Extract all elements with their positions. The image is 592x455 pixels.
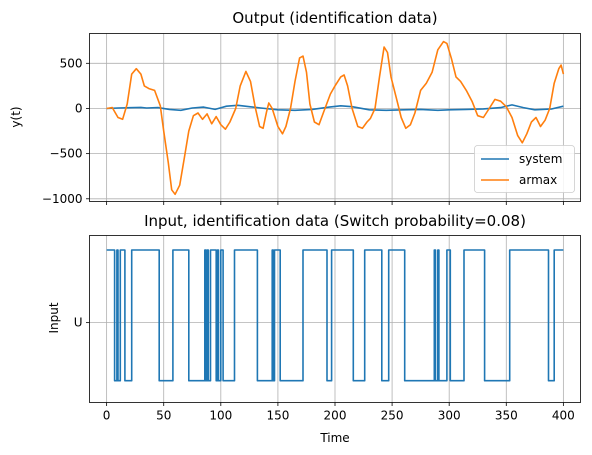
x-tick-label: 200	[324, 409, 347, 423]
output-legend: system armax	[474, 145, 575, 193]
x-tick-label: 100	[209, 409, 232, 423]
y-tick-label: −500	[50, 147, 83, 161]
y-tick-label: 0	[75, 101, 83, 115]
input-series	[106, 249, 564, 382]
x-tick-label: 300	[438, 409, 461, 423]
x-tick-label: 50	[156, 409, 171, 423]
input-ylabel: Input	[47, 302, 61, 333]
y-tick-label: 500	[60, 56, 83, 70]
output-ylabel: y(t)	[9, 106, 23, 127]
y-tick-label: U	[74, 316, 83, 330]
x-tick-label: 150	[266, 409, 289, 423]
x-tick-label: 400	[552, 409, 575, 423]
y-tick-label: −1000	[42, 192, 83, 206]
input-panel: Input, identification data (Switch proba…	[47, 212, 581, 445]
input-grid	[89, 235, 581, 403]
x-tick-label: 250	[381, 409, 404, 423]
output-title: Output (identification data)	[232, 9, 437, 27]
x-tick-label: 0	[103, 409, 111, 423]
output-ticks: 500 0 −500 −1000	[42, 56, 564, 206]
output-panel: Output (identification data) 500 0 −500 −10…	[9, 9, 581, 206]
legend-system-label: system	[519, 152, 562, 166]
armax-series-line	[106, 40, 565, 196]
legend-armax-label: armax	[519, 173, 557, 187]
input-series-line	[106, 249, 564, 382]
x-tick-label: 350	[495, 409, 518, 423]
output-series	[106, 40, 565, 196]
input-title: Input, identification data (Switch proba…	[144, 212, 526, 230]
input-ticks: 0 50 100 150 200 250 300 350 400 U	[74, 316, 575, 423]
input-xlabel: Time	[319, 431, 349, 445]
